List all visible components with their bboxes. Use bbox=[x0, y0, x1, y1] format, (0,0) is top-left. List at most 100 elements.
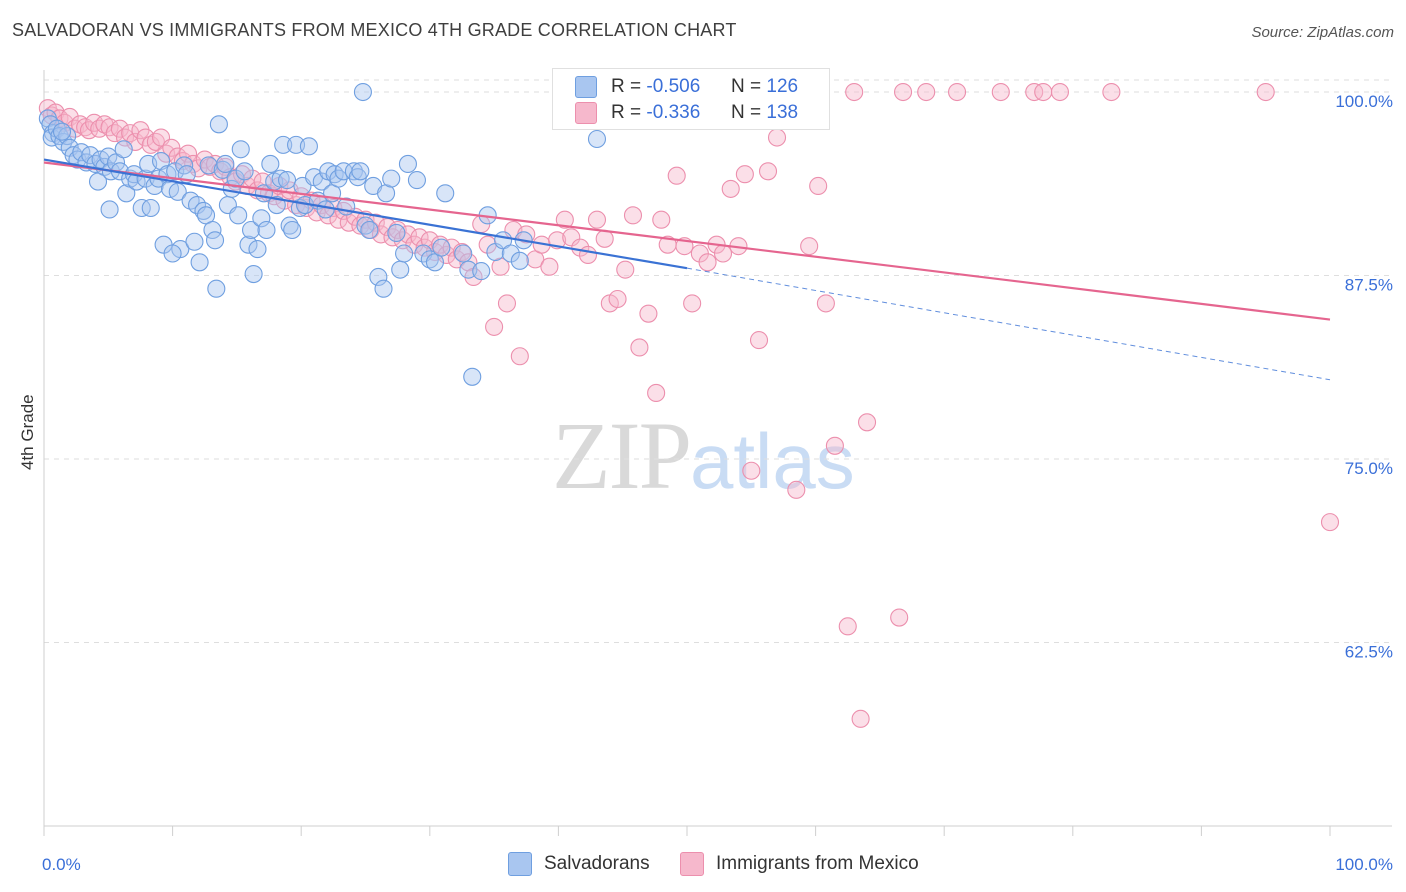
mexico-point bbox=[857, 413, 877, 432]
r-label: R = bbox=[611, 102, 642, 123]
mexico-point bbox=[713, 244, 733, 263]
salvadoran-point bbox=[190, 253, 209, 272]
mexico-point bbox=[398, 225, 417, 244]
salvadoran-point bbox=[166, 162, 185, 181]
salvadoran-point bbox=[42, 128, 61, 147]
salvadoran-point bbox=[420, 250, 439, 269]
salvadoran-point bbox=[185, 232, 204, 251]
mexico-point bbox=[816, 294, 835, 313]
pink-swatch bbox=[680, 852, 704, 876]
r-value: -0.506 bbox=[646, 76, 701, 97]
salvadoran-point bbox=[209, 115, 228, 134]
mexico-point bbox=[578, 245, 598, 265]
salvadoran-trend-line bbox=[43, 158, 688, 270]
legend-label: Salvadorans bbox=[544, 853, 650, 874]
mexico-point bbox=[70, 115, 90, 134]
mexico-point bbox=[595, 229, 614, 248]
mexico-point bbox=[825, 436, 844, 455]
mexico-point bbox=[1034, 82, 1053, 102]
y-tick-label: 87.5% bbox=[1345, 276, 1393, 295]
n-value: 126 bbox=[766, 76, 799, 97]
mexico-point bbox=[948, 82, 967, 102]
mexico-point bbox=[991, 82, 1010, 102]
mexico-point bbox=[497, 294, 517, 313]
salvadoran-point bbox=[299, 137, 318, 156]
n-stat: N = 126 bbox=[731, 76, 798, 98]
mexico-point bbox=[608, 289, 627, 309]
salvadoran-point bbox=[244, 264, 263, 284]
salvadoran-point bbox=[454, 244, 473, 263]
salvadoran-point bbox=[235, 162, 254, 181]
mexico-point bbox=[388, 220, 407, 240]
pink-swatch bbox=[575, 102, 597, 124]
mexico-point bbox=[893, 82, 913, 102]
mexico-point bbox=[630, 338, 649, 357]
salvadoran-point bbox=[407, 171, 426, 190]
salvadoran-point bbox=[316, 200, 335, 219]
mexico-point bbox=[1320, 513, 1340, 532]
mexico-point bbox=[126, 132, 145, 151]
mexico-point bbox=[917, 82, 936, 102]
mexico-point bbox=[60, 107, 79, 127]
salvadoran-point bbox=[351, 162, 370, 181]
legend-row-immigrants: R = -0.336 N = 138 bbox=[575, 101, 798, 125]
mexico-point bbox=[485, 317, 504, 336]
mexico-point bbox=[366, 213, 385, 232]
salvadoran-point bbox=[117, 184, 136, 203]
mexico-trend-line bbox=[43, 161, 1331, 321]
x-tick-label: 0.0% bbox=[42, 855, 81, 874]
trend-lines bbox=[43, 158, 1331, 381]
salvadoran-point bbox=[387, 223, 406, 242]
mexico-point bbox=[890, 608, 909, 627]
legend-item-immigrants[interactable]: Immigrants from Mexico bbox=[680, 852, 919, 876]
salvadoran-point bbox=[248, 240, 267, 259]
mexico-point bbox=[639, 304, 658, 323]
correlation-legend: R = -0.506 N = 126 R = -0.336 N = 138 bbox=[552, 68, 830, 130]
mexico-point bbox=[845, 82, 864, 102]
mexico-point bbox=[787, 480, 806, 499]
salvadoran-point bbox=[241, 220, 261, 240]
salvadoran-point bbox=[239, 235, 258, 254]
salvadoran-point bbox=[369, 267, 388, 287]
salvadoran-point bbox=[231, 140, 250, 159]
legend-label: Immigrants from Mexico bbox=[716, 853, 919, 874]
mexico-point bbox=[178, 144, 198, 163]
mexico-point bbox=[647, 383, 666, 403]
salvadoran-trend-extension bbox=[686, 267, 1331, 381]
n-label: N = bbox=[731, 76, 762, 97]
salvadoran-point bbox=[114, 140, 133, 159]
salvadoran-point bbox=[436, 184, 455, 203]
salvadorans-points bbox=[38, 82, 607, 386]
legend-item-salvadorans[interactable]: Salvadorans bbox=[508, 852, 650, 876]
salvadoran-point bbox=[353, 82, 372, 102]
chart-title: SALVADORAN VS IMMIGRANTS FROM MEXICO 4TH… bbox=[12, 20, 737, 40]
salvadoran-point bbox=[52, 122, 72, 141]
mexico-point bbox=[623, 206, 643, 225]
axis-layer bbox=[43, 70, 1392, 836]
salvadoran-point bbox=[205, 231, 225, 250]
mexico-point bbox=[758, 162, 778, 181]
watermark-zip: ZIP bbox=[552, 402, 692, 509]
mexico-point bbox=[555, 210, 574, 229]
salvadoran-point bbox=[226, 169, 245, 188]
mexico-point bbox=[351, 216, 370, 235]
salvadoran-point bbox=[100, 200, 119, 219]
r-stat: R = -0.336 bbox=[611, 102, 711, 124]
y-tick-label: 62.5% bbox=[1345, 643, 1393, 662]
salvadoran-point bbox=[229, 206, 248, 225]
salvadoran-point bbox=[374, 279, 393, 298]
mexico-point bbox=[652, 210, 671, 229]
mexico-point bbox=[141, 135, 160, 154]
n-value: 138 bbox=[766, 102, 799, 123]
salvadoran-point bbox=[382, 169, 401, 188]
mexico-point bbox=[442, 238, 461, 257]
salvadoran-point bbox=[463, 367, 482, 386]
salvadoran-point bbox=[81, 146, 100, 165]
mexico-point bbox=[540, 257, 559, 276]
salvadoran-point bbox=[141, 198, 160, 218]
salvadoran-point bbox=[267, 196, 286, 215]
r-label: R = bbox=[611, 76, 642, 97]
salvadoran-point bbox=[261, 154, 280, 173]
mexico-point bbox=[742, 461, 761, 480]
